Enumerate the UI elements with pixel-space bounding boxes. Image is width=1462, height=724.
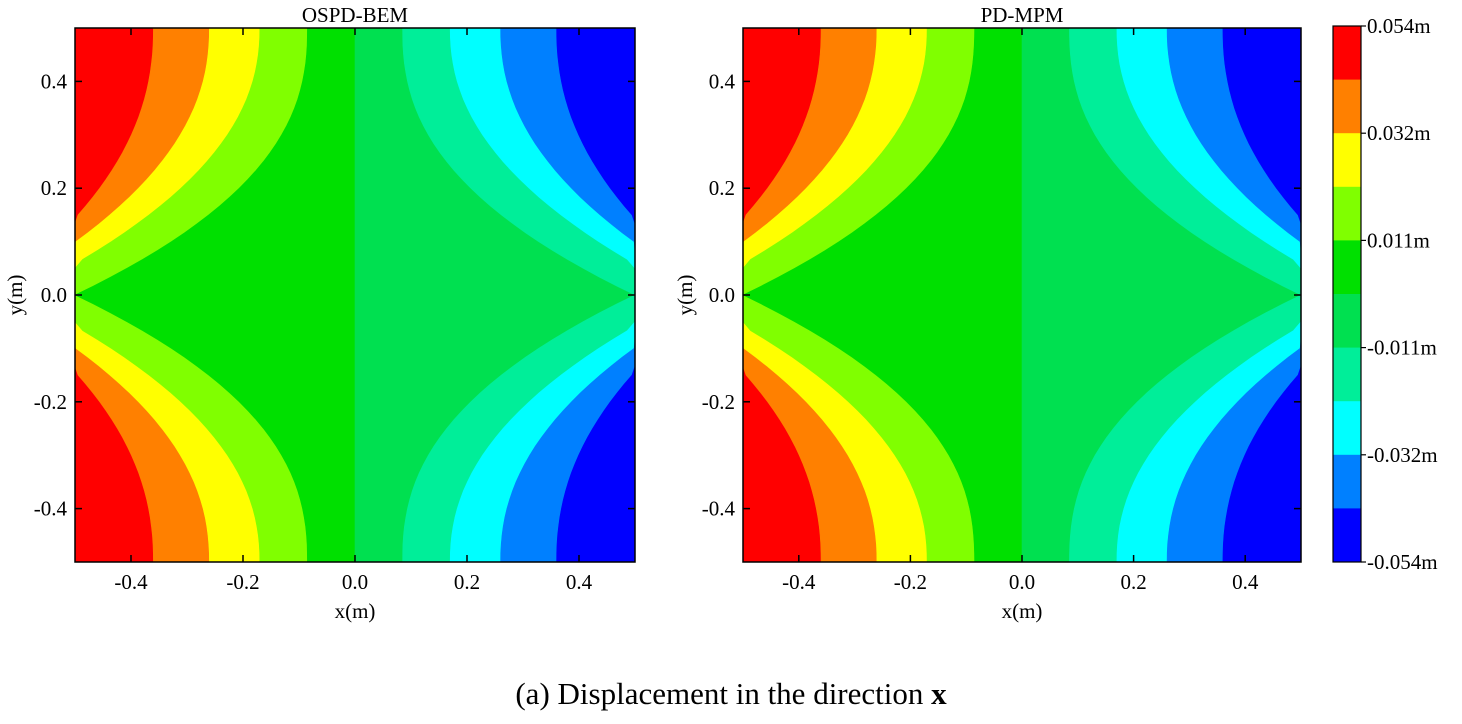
caption-label: (a) — [515, 676, 550, 711]
panel-title: OSPD-BEM — [302, 3, 409, 27]
colorbar-swatch — [1333, 133, 1361, 188]
y-tick-label: 0.2 — [709, 176, 735, 200]
y-tick-label: -0.2 — [702, 390, 735, 414]
contour-bands — [742, 27, 1302, 563]
x-tick-label: -0.4 — [114, 570, 148, 594]
colorbar-tick-label: -0.011m — [1367, 336, 1437, 360]
caption-symbol: x — [931, 676, 947, 711]
contour-panel-ospd-bem: OSPD-BEM -0.4 -0.2 0.0 0.2 0.4 -0.4 -0.2 0.0 0.… — [3, 3, 636, 623]
colorbar-tick-label: -0.054m — [1367, 550, 1438, 574]
colorbar-swatch — [1333, 240, 1361, 295]
contour-bands — [74, 27, 636, 563]
colorbar-tick-label: 0.032m — [1367, 121, 1431, 145]
y-tick-label: 0.2 — [41, 176, 67, 200]
caption-text: Displacement in the direction — [557, 676, 924, 711]
y-axis: -0.4 -0.2 0.0 0.2 0.4 — [702, 69, 1301, 521]
colorbar-swatch — [1333, 347, 1361, 402]
x-axis-label: x(m) — [1002, 599, 1043, 623]
y-tick-label: 0.4 — [41, 69, 68, 93]
y-tick-label: -0.4 — [34, 497, 68, 521]
colorbar-swatch — [1333, 186, 1361, 241]
contour-plot-area — [74, 27, 636, 563]
figure-caption: (a) Displacement in the direction x — [0, 676, 1462, 712]
colorbar: 0.054m 0.032m 0.011m -0.011m -0.032m -0.054m — [1332, 14, 1438, 574]
contour-panel-pd-mpm: PD-MPM -0.4 -0.2 0.0 0.2 0.4 -0.4 -0.2 0.0 0.2 0… — [673, 3, 1302, 623]
x-tick-label: 0.2 — [1120, 570, 1146, 594]
x-tick-label: 0.4 — [566, 570, 593, 594]
colorbar-tick-label: -0.032m — [1367, 443, 1438, 467]
x-axis: -0.4 -0.2 0.0 0.2 0.4 — [114, 28, 593, 594]
panel-title: PD-MPM — [981, 3, 1064, 27]
x-tick-label: -0.2 — [226, 570, 259, 594]
x-tick-label: 0.2 — [454, 570, 480, 594]
colorbar-swatch — [1333, 294, 1361, 349]
y-tick-label: 0.4 — [709, 69, 736, 93]
colorbar-swatch — [1333, 26, 1361, 81]
x-tick-label: 0.4 — [1232, 570, 1259, 594]
y-axis-label: y(m) — [673, 275, 697, 316]
x-tick-label: -0.2 — [894, 570, 927, 594]
colorbar-swatch — [1333, 508, 1361, 563]
y-axis-label: y(m) — [3, 275, 27, 316]
y-axis: -0.4 -0.2 0.0 0.2 0.4 — [34, 69, 635, 521]
y-tick-label: 0.0 — [709, 283, 735, 307]
y-tick-label: 0.0 — [41, 283, 67, 307]
x-tick-label: 0.0 — [342, 570, 368, 594]
colorbar-tick-label: 0.054m — [1367, 14, 1431, 38]
x-axis-label: x(m) — [335, 599, 376, 623]
x-tick-label: -0.4 — [782, 570, 816, 594]
x-axis: -0.4 -0.2 0.0 0.2 0.4 — [782, 28, 1259, 594]
colorbar-swatch — [1333, 454, 1361, 509]
contour-plot-area — [742, 27, 1302, 563]
colorbar-swatch — [1333, 401, 1361, 456]
colorbar-frame — [1332, 25, 1362, 563]
colorbar-tick-label: 0.011m — [1367, 228, 1430, 252]
colorbar-swatch — [1333, 79, 1361, 134]
x-tick-label: 0.0 — [1009, 570, 1035, 594]
y-tick-label: -0.4 — [702, 497, 736, 521]
y-tick-label: -0.2 — [34, 390, 67, 414]
